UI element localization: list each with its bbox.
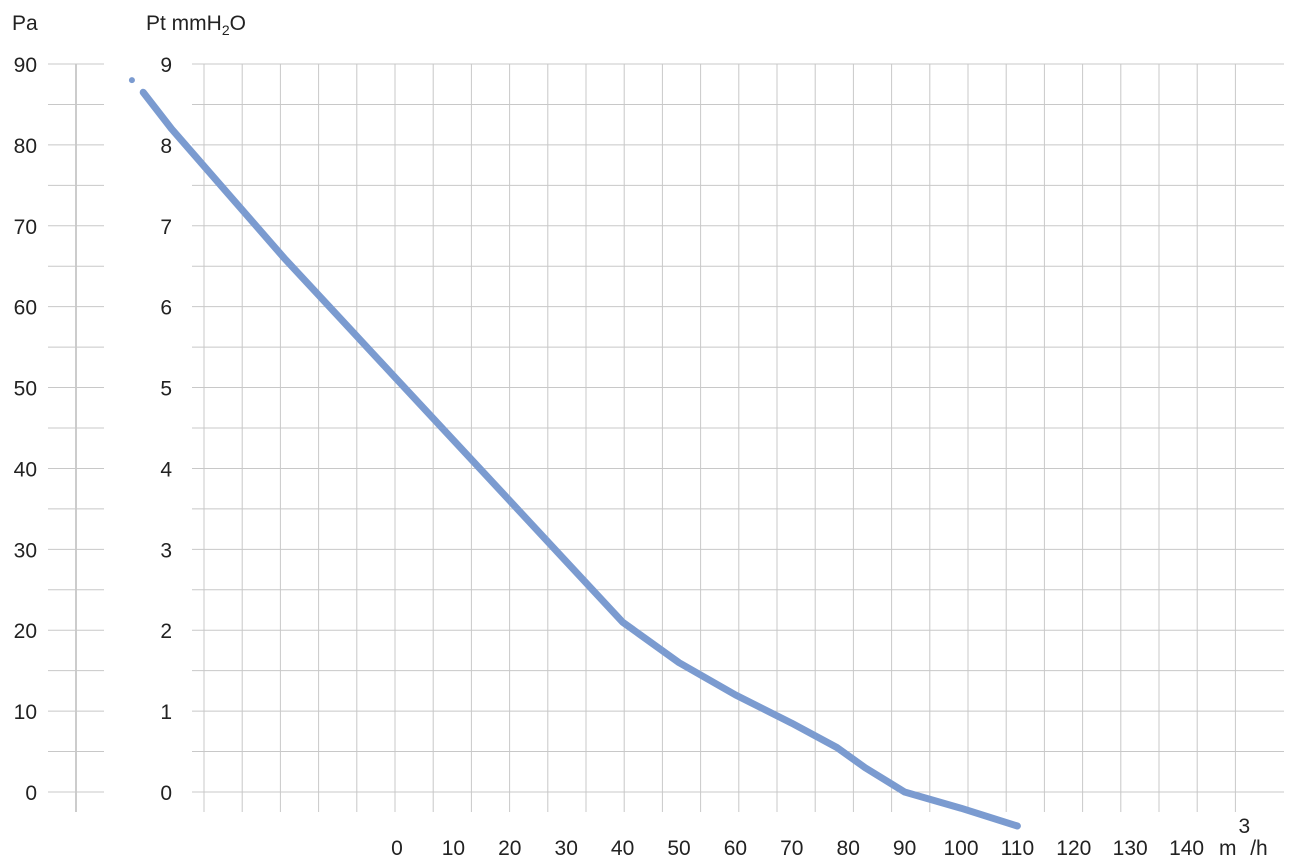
pa-tick-label: 50 [14, 378, 37, 401]
x-tick-label: 40 [611, 837, 634, 860]
left-inner-axis-unit: Pt mmH2O [146, 12, 246, 38]
x-unit-prefix: m [1219, 837, 1237, 860]
x-tick-label: 70 [780, 837, 803, 860]
x-tick-label: 20 [498, 837, 521, 860]
pa-tick-label: 0 [25, 782, 37, 805]
x-tick-label: 110 [1001, 837, 1034, 860]
pa-tick-label: 40 [14, 458, 37, 481]
x-tick-label: 30 [555, 837, 578, 860]
mmh2o-tick-label: 4 [160, 458, 172, 481]
x-tick-label: 10 [442, 837, 465, 860]
grid [192, 63, 1284, 812]
x-tick-label: 120 [1056, 837, 1091, 860]
left-inner-unit-prefix: Pt mmH [146, 12, 222, 35]
mmh2o-tick-label: 1 [160, 701, 172, 724]
mmh2o-tick-label: 8 [160, 135, 172, 158]
x-tick-label: 80 [837, 837, 860, 860]
mmh2o-tick-label: 0 [160, 782, 172, 805]
left-inner-unit-suffix: O [230, 12, 246, 35]
mmh2o-tick-label: 6 [160, 297, 172, 320]
x-unit-suffix: /h [1250, 837, 1268, 860]
series-line [139, 88, 1021, 830]
x-unit-sup: 3 [1239, 815, 1251, 838]
x-tick-label: 130 [1113, 837, 1148, 860]
x-tick-label: 50 [667, 837, 690, 860]
pa-tick-label: 30 [14, 539, 37, 562]
x-tick-label: 140 [1169, 837, 1204, 860]
axes [48, 63, 104, 812]
mmh2o-tick-label: 2 [160, 620, 172, 643]
series-layer [128, 77, 1021, 830]
left-outer-axis-unit: Pa [12, 12, 38, 35]
x-tick-label: 60 [724, 837, 747, 860]
pa-tick-label: 70 [14, 216, 37, 239]
pa-tick-label: 10 [14, 701, 37, 724]
pa-tick-label: 90 [14, 54, 37, 77]
pa-tick-label: 80 [14, 135, 37, 158]
x-tick-label: 100 [943, 837, 978, 860]
labels: Pa Pt mmH2O m3/h 90807060504030201009876… [12, 12, 1268, 860]
left-inner-unit-sub: 2 [222, 22, 230, 38]
mmh2o-tick-label: 5 [160, 378, 172, 401]
x-axis-unit: m3/h [1219, 815, 1268, 860]
pa-tick-label: 20 [14, 620, 37, 643]
x-tick-label: 90 [893, 837, 916, 860]
mmh2o-tick-label: 3 [160, 539, 172, 562]
mmh2o-tick-label: 7 [160, 216, 172, 239]
pa-tick-label: 60 [14, 297, 37, 320]
x-tick-label: 0 [391, 837, 403, 860]
mmh2o-tick-label: 9 [160, 54, 172, 77]
series-start-point [128, 77, 135, 84]
